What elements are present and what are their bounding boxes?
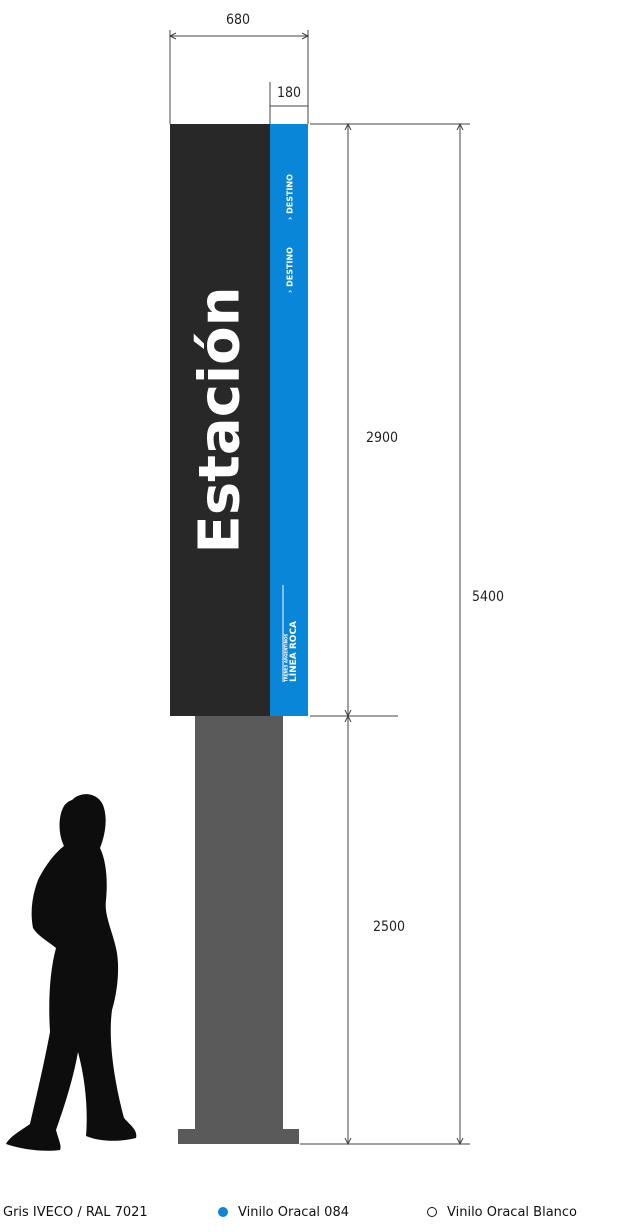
destination-1: › DESTINO [286,174,295,220]
strip-width-label: 180 [277,85,301,101]
total-width-label: 680 [226,12,250,28]
line-name: LÍNEA ROCA [287,621,299,682]
person-silhouette-icon [6,794,137,1151]
blue-strip [270,124,308,716]
post-height-label: 2500 [373,919,405,935]
panel-height-label: 2900 [366,430,398,446]
white-circle-icon [427,1207,437,1217]
post-base-plate [178,1129,299,1144]
legend-blue-label: Vinilo Oracal 084 [238,1205,349,1220]
destination-2: › DESTINO [286,247,295,293]
arrow-up-icon [344,714,352,723]
legend-blue-item: Vinilo Oracal 084 [218,1205,349,1220]
legend-white-item: Vinilo Oracal Blanco [427,1205,577,1220]
legend-gray-label: Gris IVECO / RAL 7021 [3,1205,148,1220]
material-legend: Gris IVECO / RAL 7021 Vinilo Oracal 084 … [0,1205,624,1225]
line-tag: TRENES ARGENTINOS [284,634,289,682]
arrow-up-icon [344,122,352,131]
blue-dot-icon [218,1207,228,1217]
legend-white-label: Vinilo Oracal Blanco [447,1205,578,1220]
support-post [195,716,283,1129]
arrow-up-icon [456,122,464,131]
station-title: Estación [188,287,253,554]
dark-panel [170,124,270,716]
arrow-down-icon [456,1137,464,1146]
arrow-down-icon [344,1137,352,1146]
total-height-label: 5400 [472,589,504,605]
